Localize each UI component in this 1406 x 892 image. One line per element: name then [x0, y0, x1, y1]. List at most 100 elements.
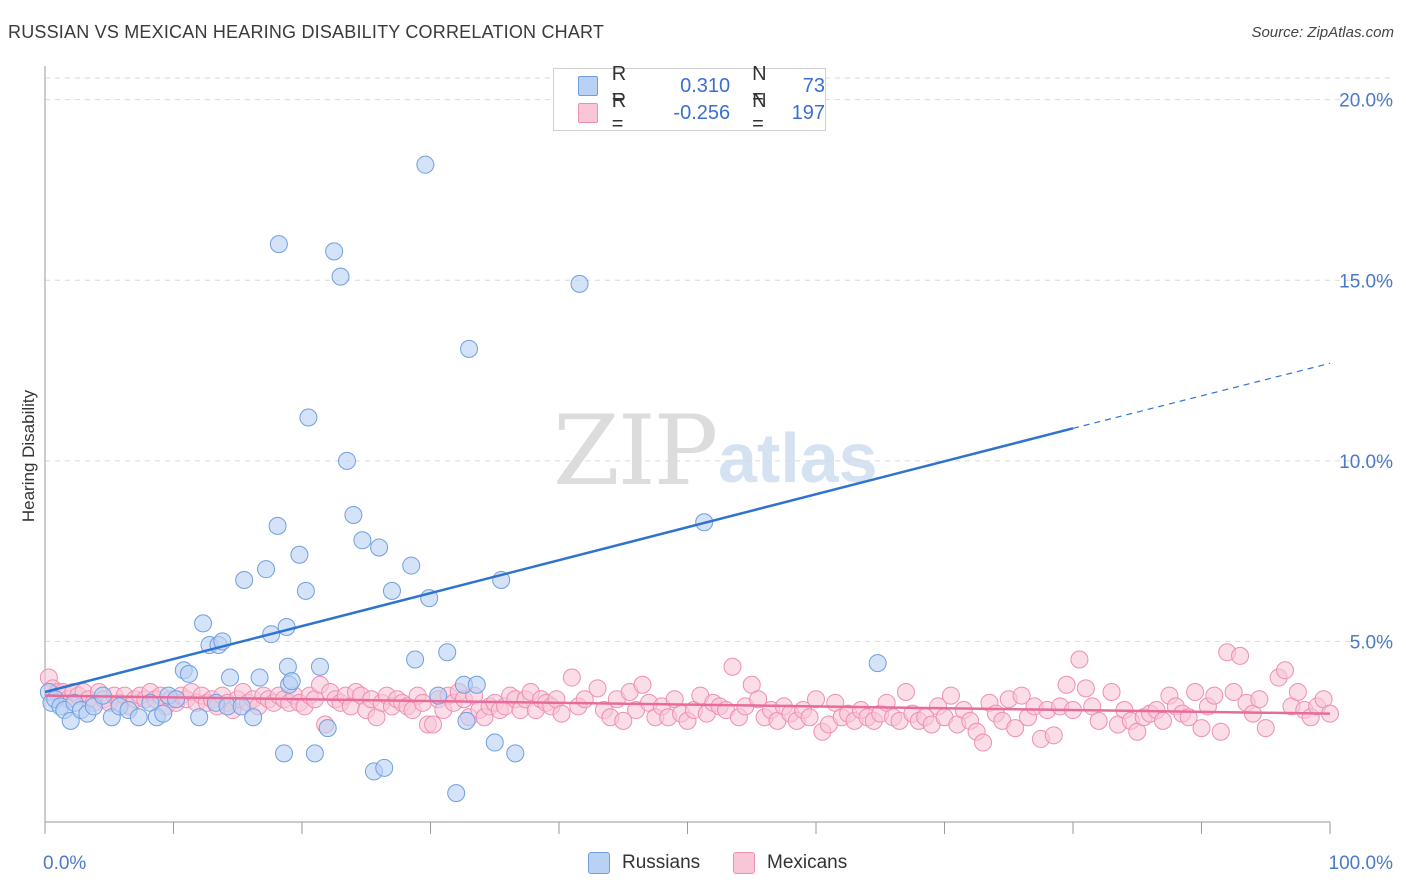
bottom-legend-russians: Russians — [588, 852, 700, 874]
russian-point — [310, 657, 329, 676]
mexicans-trend-line — [44, 694, 1331, 715]
mexican-point — [1057, 675, 1076, 694]
russian-point — [325, 242, 344, 261]
russian-point — [406, 650, 425, 669]
legend-row-russians: R = 0.310 N = 73 — [578, 63, 825, 108]
mexican-point — [1231, 646, 1250, 665]
mexican-point — [1076, 679, 1095, 698]
russians-legend-swatch — [588, 852, 610, 874]
mexican-point — [1192, 719, 1211, 738]
mexicans-swatch — [578, 103, 598, 123]
legend-r-value: -0.256 — [673, 101, 731, 124]
russian-point — [370, 538, 389, 557]
trend-lines — [44, 362, 1331, 715]
mexican-point — [1224, 682, 1243, 701]
tick-labels: 5.0% 10.0% 15.0% 20.0% 0.0% 100.0% Hearing Dis… — [19, 91, 1393, 874]
russian-point — [299, 408, 318, 427]
russian-point — [485, 733, 504, 752]
russian-point — [344, 506, 363, 525]
x-tick-label: 0.0% — [43, 853, 86, 874]
russian-point — [318, 719, 337, 738]
mexican-point — [633, 675, 652, 694]
mexican-point — [807, 690, 825, 709]
russian-point — [438, 643, 457, 662]
correlation-legend: R = 0.310 N = 73 R = -0.256 N = 197 — [553, 63, 826, 135]
mexican-point — [1256, 719, 1275, 738]
russians-swatch — [578, 76, 598, 96]
x-tick-label: 100.0% — [1329, 853, 1394, 874]
mexican-point — [1153, 711, 1172, 730]
russian-point — [868, 654, 887, 673]
mexican-point — [800, 708, 819, 727]
russians-trend-line — [44, 427, 1074, 694]
chart-source: Source: ZipAtlas.com — [1251, 24, 1394, 41]
russian-point — [190, 708, 209, 727]
russian-point — [305, 744, 324, 763]
y-tick-label: 5.0% — [1350, 632, 1393, 653]
russian-point — [296, 581, 315, 600]
mexican-point — [614, 711, 633, 730]
russian-point — [154, 704, 173, 723]
mexican-point — [1205, 686, 1224, 705]
mexican-point — [1070, 650, 1089, 669]
mexican-point — [413, 693, 432, 712]
russian-point — [275, 744, 294, 763]
russian-point — [282, 672, 301, 691]
mexican-point — [588, 679, 607, 698]
russian-point — [416, 155, 435, 174]
russian-point — [194, 614, 213, 633]
legend-r-label: R = — [611, 90, 627, 135]
russian-point — [570, 274, 589, 293]
bottom-legend-mexicans: Mexicans — [733, 852, 847, 874]
watermark-zip: ZIP — [553, 395, 718, 507]
russian-point — [221, 668, 240, 687]
mexican-point — [723, 657, 742, 676]
russian-point — [250, 668, 269, 687]
mexicans-legend-label: Mexicans — [767, 852, 848, 873]
legend-row-mexicans: R = -0.256 N = 197 — [578, 90, 825, 135]
y-tick-label: 10.0% — [1339, 452, 1393, 473]
mexican-point — [1288, 682, 1307, 701]
russians-trend-extension — [1072, 362, 1331, 429]
mexican-point — [1186, 682, 1205, 701]
legend-n-value: 197 — [791, 101, 825, 124]
mexican-point — [1211, 722, 1230, 741]
y-axis-label: Hearing Disability — [19, 389, 38, 522]
russian-point — [382, 581, 401, 600]
russian-point — [179, 664, 198, 683]
y-tick-label: 15.0% — [1339, 271, 1393, 292]
legend-n-label: N = — [752, 90, 767, 135]
russian-point — [167, 690, 186, 709]
legend-n-value: 73 — [802, 74, 825, 97]
mexican-point — [749, 690, 768, 709]
legend-r-label: R = — [611, 63, 627, 108]
russian-point — [353, 531, 372, 550]
mexican-point — [562, 668, 581, 687]
russian-point — [269, 235, 288, 254]
mexican-point — [896, 682, 915, 701]
mexican-point — [1044, 726, 1063, 745]
mexican-point — [1102, 682, 1121, 701]
russian-point — [447, 784, 466, 803]
mexican-point — [1012, 686, 1031, 705]
russian-point — [375, 758, 394, 777]
gridlines — [45, 77, 1392, 642]
y-tick-label: 20.0% — [1339, 91, 1393, 112]
russian-point — [402, 556, 421, 575]
mexican-point — [1089, 711, 1108, 730]
russian-point — [460, 339, 479, 358]
russian-point — [467, 675, 486, 694]
russian-point — [244, 708, 263, 727]
russian-point — [257, 560, 276, 579]
mexican-point — [1006, 719, 1025, 738]
russians-legend-label: Russians — [622, 852, 701, 873]
mexican-point — [1250, 690, 1269, 709]
russian-point — [506, 744, 525, 763]
russian-point — [290, 545, 309, 564]
russian-point — [277, 617, 296, 636]
mexican-point — [424, 715, 443, 734]
russian-point — [457, 711, 476, 730]
mexican-point — [552, 704, 571, 723]
russian-point — [331, 267, 350, 286]
